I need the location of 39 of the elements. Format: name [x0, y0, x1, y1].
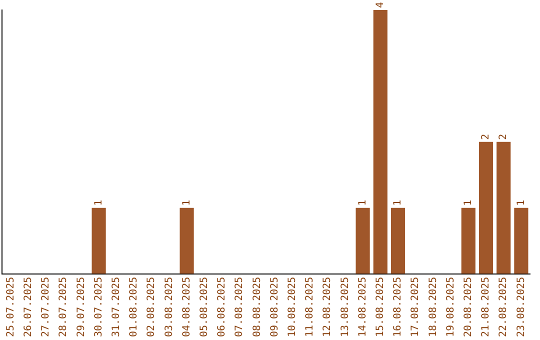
data-label: 1 — [93, 200, 104, 206]
x-tick-label: 27.07.2025 — [40, 276, 52, 338]
data-label: 1 — [462, 200, 474, 206]
x-tick-label: 05.08.2025 — [198, 276, 210, 338]
x-tick-label: 03.08.2025 — [164, 276, 175, 338]
x-tick-label: 28.07.2025 — [58, 276, 70, 338]
x-tick-label: 13.08.2025 — [340, 276, 351, 338]
x-tick-label: 14.08.2025 — [357, 276, 368, 338]
x-tick-label: 15.08.2025 — [374, 276, 386, 338]
x-tick-label: 16.08.2025 — [392, 276, 404, 338]
x-tick-label: 06.08.2025 — [216, 276, 228, 338]
x-tick-label: 11.08.2025 — [304, 276, 316, 338]
x-tick-label: 12.08.2025 — [322, 276, 334, 338]
x-tick-label: 09.08.2025 — [269, 276, 280, 338]
x-tick-label: 02.08.2025 — [146, 276, 158, 338]
x-tick-label: 07.08.2025 — [234, 276, 246, 338]
x-tick-label: 17.08.2025 — [410, 276, 422, 338]
x-tick-label: 19.08.2025 — [445, 276, 456, 338]
x-tick-label: 10.08.2025 — [286, 276, 298, 338]
data-label: 1 — [181, 200, 192, 206]
x-tick-label: 04.08.2025 — [181, 276, 192, 338]
data-label: 1 — [392, 200, 404, 206]
data-label: 1 — [357, 200, 368, 206]
x-tick-label: 25.07.2025 — [5, 276, 16, 338]
data-label: 4 — [374, 2, 386, 8]
data-label: 2 — [498, 134, 510, 140]
x-tick-label: 01.08.2025 — [128, 276, 140, 338]
x-tick-label: 21.08.2025 — [480, 276, 492, 338]
data-label: 2 — [480, 134, 492, 140]
x-tick-label: 18.08.2025 — [428, 276, 439, 338]
data-label: 1 — [516, 200, 527, 206]
x-tick-label: 30.07.2025 — [93, 276, 104, 338]
x-tick-label: 08.08.2025 — [252, 276, 263, 338]
x-tick-label: 31.07.2025 — [110, 276, 122, 338]
x-tick-label: 29.07.2025 — [76, 276, 87, 338]
x-tick-label: 20.08.2025 — [462, 276, 474, 338]
x-tick-label: 26.07.2025 — [22, 276, 34, 338]
x-tick-label: 22.08.2025 — [498, 276, 510, 338]
x-tick-label: 23.08.2025 — [516, 276, 527, 338]
